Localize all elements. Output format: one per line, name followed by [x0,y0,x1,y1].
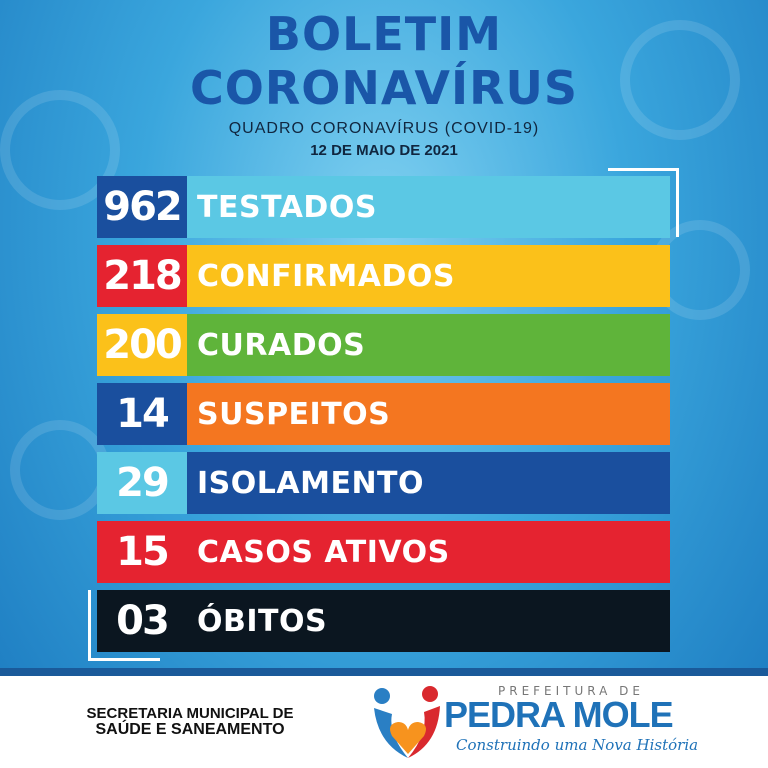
stat-value: 962 [97,176,187,238]
stat-row: 962 TESTADOS [97,176,670,238]
stat-value: 14 [97,383,187,445]
stat-value: 03 [97,590,187,652]
logo-top: PREFEITURA DE [498,684,644,698]
stat-label: CURADOS [187,314,670,376]
stat-value: 218 [97,245,187,307]
virus-decoration [0,90,120,210]
stat-value: 200 [97,314,187,376]
secretaria: SECRETARIA MUNICIPAL DE SAÚDE E SANEAMEN… [40,706,340,738]
subtitle: QUADRO CORONAVÍRUS (COVID-19) [228,120,540,137]
stat-row: 03 ÓBITOS [97,590,670,652]
stat-row: 15 CASOS ATIVOS [97,521,670,583]
stat-label: CASOS ATIVOS [187,521,670,583]
stat-row: 29 ISOLAMENTO [97,452,670,514]
frame-corner [608,168,679,237]
stat-value: 15 [97,521,187,583]
page-title-line1: BOLETIM [265,7,503,61]
heart-people-icon [374,686,440,758]
secretaria-line1: SECRETARIA MUNICIPAL DE [86,705,294,722]
stat-label: CONFIRMADOS [187,245,670,307]
stat-row: 218 CONFIRMADOS [97,245,670,307]
stat-row: 200 CURADOS [97,314,670,376]
frame-corner [88,590,160,661]
logo: PREFEITURA DE PEDRA MOLE Construindo uma… [368,684,708,762]
logo-slogan: Construindo uma Nova História [456,736,699,754]
stat-row: 14 SUSPEITOS [97,383,670,445]
date: 12 DE MAIO DE 2021 [310,142,458,159]
secretaria-line2: SAÚDE E SANEAMENTO [95,721,285,738]
stat-label: SUSPEITOS [187,383,670,445]
stat-value: 29 [97,452,187,514]
footer-strip [0,668,768,676]
virus-decoration [10,420,110,520]
stat-label: ÓBITOS [187,590,670,652]
stat-label: TESTADOS [187,176,670,238]
logo-name: PEDRA MOLE [444,694,674,735]
stat-label: ISOLAMENTO [187,452,670,514]
page-title-line2: CORONAVÍRUS [190,61,578,115]
virus-decoration [620,20,740,140]
